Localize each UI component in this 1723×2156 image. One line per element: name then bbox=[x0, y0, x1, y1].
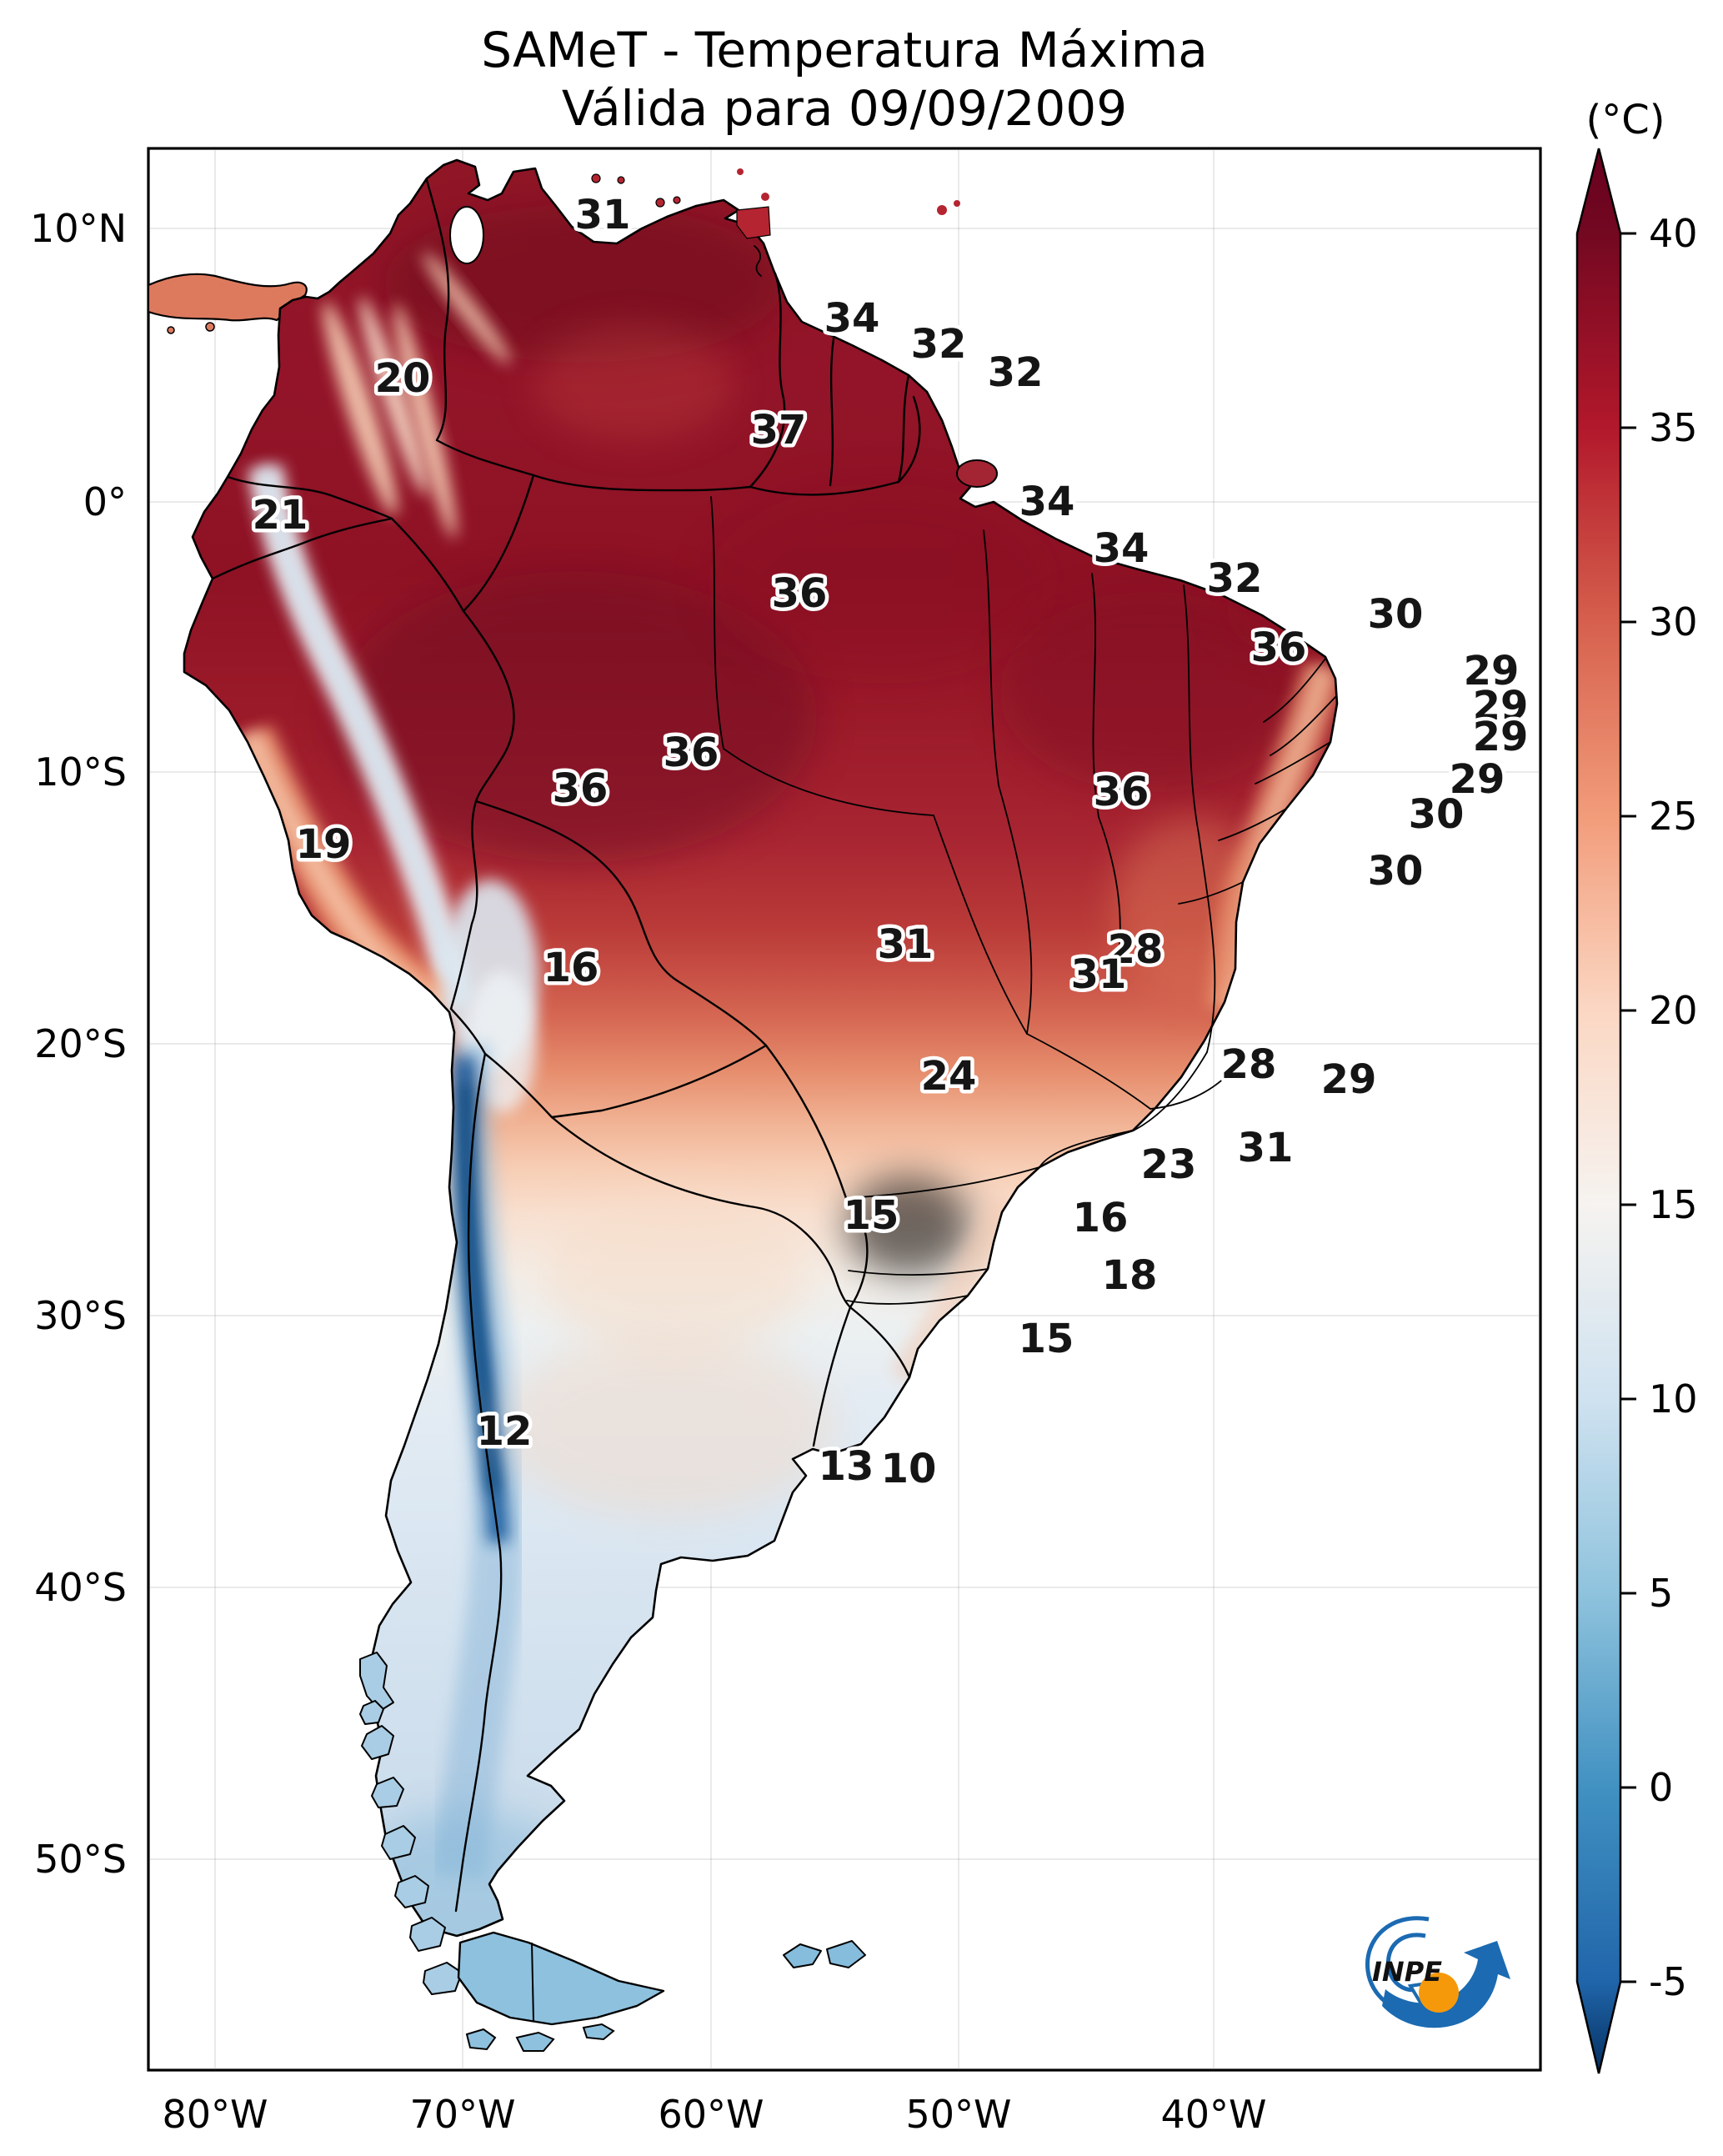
map-value-label: 15 bbox=[1019, 1316, 1074, 1362]
state-borders bbox=[710, 245, 1336, 1305]
y-tick-label: 10°S bbox=[34, 750, 127, 795]
x-tick-label: 70°W bbox=[409, 2092, 515, 2137]
inpe-logo-sun bbox=[1419, 1973, 1459, 2013]
colorbar-tick-labels: 40 35 30 25 20 15 10 5 0 -5 bbox=[1620, 211, 1698, 2004]
map-value-label: 34 bbox=[1019, 479, 1075, 525]
map-value-label: 34 bbox=[824, 295, 880, 342]
x-axis-tick-labels: 80°W 70°W 60°W 50°W 40°W bbox=[162, 2092, 1266, 2137]
colorbar-unit-label: (°C) bbox=[1586, 97, 1665, 143]
map-value-label: 10 bbox=[881, 1446, 937, 1492]
colorbar-tick-label: 30 bbox=[1649, 599, 1698, 644]
x-tick-label: 60°W bbox=[658, 2092, 764, 2137]
map-value-label: 30 bbox=[1368, 591, 1424, 638]
y-axis-tick-labels: 10°N 0° 10°S 20°S 30°S 40°S 50°S bbox=[30, 206, 127, 1882]
colorbar-tick-label: 35 bbox=[1649, 405, 1698, 450]
map-value-label: 32 bbox=[911, 321, 967, 368]
colorbar-tick-label: 15 bbox=[1649, 1182, 1698, 1227]
map-value-label: 29 bbox=[1473, 683, 1529, 730]
chilean-archipelago bbox=[359, 1652, 463, 1995]
colorbar-tick-label: 0 bbox=[1649, 1765, 1673, 1810]
y-tick-label: 40°S bbox=[34, 1565, 127, 1610]
panama-landmass bbox=[148, 273, 308, 334]
map-value-label: 19 bbox=[296, 821, 352, 868]
map-value-label: 16 bbox=[543, 945, 599, 991]
falkland-islands bbox=[783, 1940, 866, 1968]
map-value-label: 13 bbox=[819, 1443, 874, 1490]
map-value-label: 31 bbox=[878, 921, 934, 968]
colorbar-tick-label: 40 bbox=[1649, 211, 1698, 256]
figure-title-line2: Válida para 09/09/2009 bbox=[562, 80, 1127, 137]
map-value-label: 37 bbox=[751, 407, 807, 454]
colorbar: 40 35 30 25 20 15 10 5 0 -5 bbox=[1575, 148, 1698, 2074]
map-value-label: 15 bbox=[844, 1192, 899, 1239]
map-value-label: 12 bbox=[477, 1408, 533, 1455]
inpe-logo-orbit-inner bbox=[1385, 1933, 1426, 1993]
marajo-island bbox=[956, 459, 998, 488]
map-value-label: 30 bbox=[1409, 791, 1465, 838]
colorbar-tick-label: -5 bbox=[1649, 1959, 1687, 2004]
map-value-label: 29 bbox=[1473, 714, 1529, 760]
map-value-label: 36 bbox=[772, 570, 828, 617]
x-tick-label: 50°W bbox=[905, 2092, 1011, 2137]
map-value-label: 20 bbox=[375, 355, 431, 402]
inpe-logo-text: INPE bbox=[1372, 1956, 1442, 1988]
map-value-label: 30 bbox=[1368, 848, 1424, 895]
tierra-del-fuego bbox=[457, 1931, 665, 2052]
y-tick-label: 0° bbox=[83, 479, 127, 524]
map-value-label: 28 bbox=[1221, 1041, 1277, 1088]
colorbar-tick-label: 5 bbox=[1649, 1571, 1673, 1616]
map-value-label: 31 bbox=[1238, 1125, 1294, 1171]
x-tick-label: 40°W bbox=[1160, 2092, 1266, 2137]
map-value-label: 23 bbox=[1141, 1141, 1197, 1188]
map-value-label: 18 bbox=[1102, 1252, 1158, 1299]
y-tick-label: 10°N bbox=[30, 206, 127, 251]
map-value-label: 21 bbox=[253, 492, 308, 539]
map-value-label: 29 bbox=[1464, 648, 1520, 694]
map-value-label: 36 bbox=[553, 765, 609, 812]
caribbean-islands bbox=[591, 168, 960, 239]
colorbar-tick-label: 20 bbox=[1649, 988, 1698, 1033]
figure-title-line1: SAMeT - Temperatura Máxima bbox=[481, 22, 1208, 78]
map-value-label: 16 bbox=[1073, 1195, 1129, 1241]
map-value-label: 31 bbox=[1071, 951, 1127, 998]
colorbar-tick-label: 25 bbox=[1649, 794, 1698, 839]
map-value-label: 31 bbox=[575, 192, 631, 238]
inpe-logo-orbit-outer bbox=[1365, 1916, 1430, 2013]
map-value-label: 32 bbox=[988, 349, 1044, 396]
map-value-label: 36 bbox=[1251, 624, 1307, 671]
map-value-label: 29 bbox=[1450, 756, 1505, 803]
inpe-logo: INPE bbox=[1365, 1916, 1510, 2028]
map-value-label: 24 bbox=[921, 1053, 977, 1100]
colorbar-tick-label: 10 bbox=[1649, 1376, 1698, 1421]
map-value-label: 34 bbox=[1094, 525, 1150, 572]
map-value-label: 29 bbox=[1321, 1056, 1377, 1103]
y-tick-label: 30°S bbox=[34, 1293, 127, 1338]
y-tick-label: 20°S bbox=[34, 1021, 127, 1066]
y-tick-label: 50°S bbox=[34, 1837, 127, 1882]
map-value-label: 36 bbox=[664, 730, 719, 776]
inpe-logo-swoosh bbox=[1382, 1941, 1510, 2028]
map-value-label: 32 bbox=[1207, 555, 1263, 602]
country-borders bbox=[211, 178, 921, 1913]
x-tick-label: 80°W bbox=[162, 2092, 268, 2137]
map-value-label: 28 bbox=[1108, 926, 1164, 973]
lake-maracaibo bbox=[449, 206, 484, 264]
colorbar-bar bbox=[1575, 148, 1622, 2074]
map-value-label: 36 bbox=[1094, 769, 1150, 815]
